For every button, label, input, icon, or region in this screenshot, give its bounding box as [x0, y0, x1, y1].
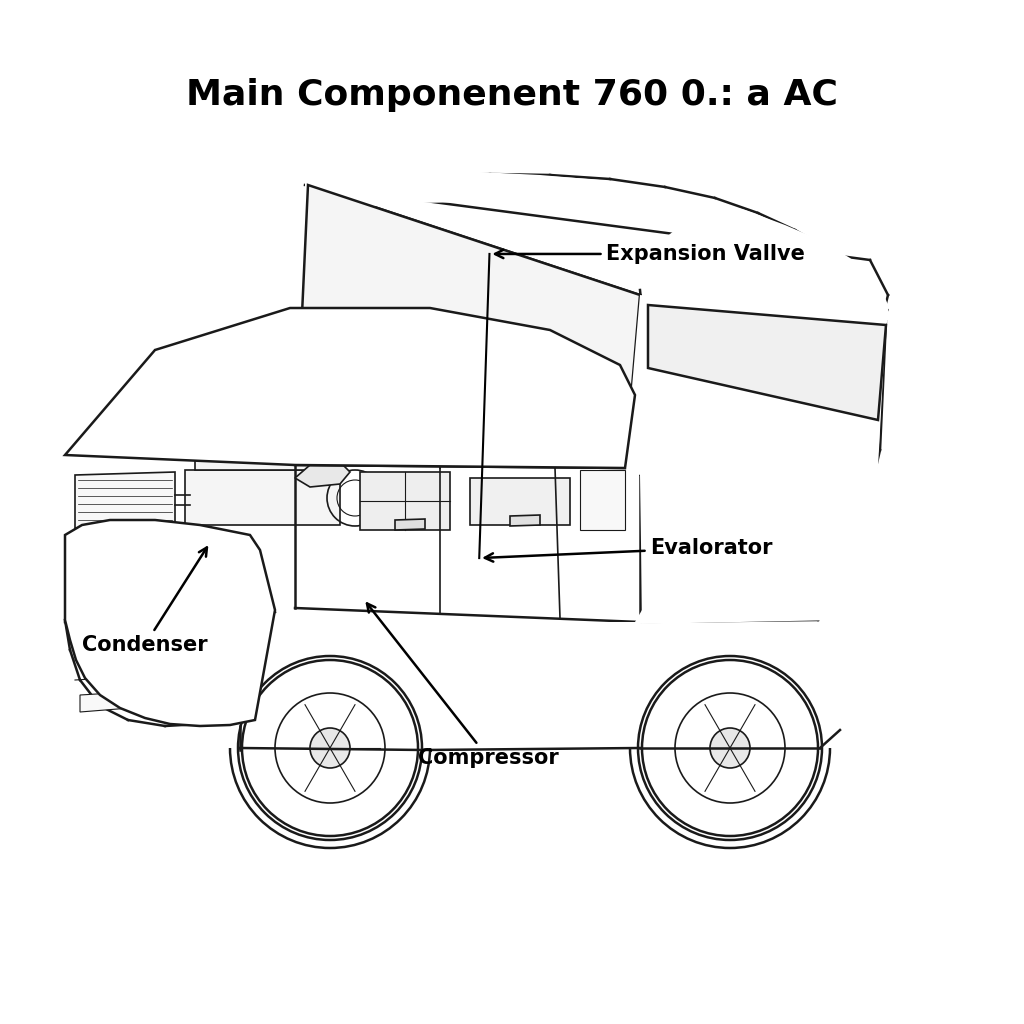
Polygon shape — [510, 515, 540, 526]
Polygon shape — [295, 185, 640, 468]
Polygon shape — [580, 470, 625, 530]
Polygon shape — [360, 472, 450, 530]
Polygon shape — [470, 478, 570, 525]
Circle shape — [710, 728, 750, 768]
Polygon shape — [80, 692, 130, 712]
Polygon shape — [75, 472, 175, 528]
Polygon shape — [68, 465, 625, 535]
Circle shape — [238, 656, 422, 840]
Circle shape — [310, 728, 350, 768]
Polygon shape — [395, 519, 425, 530]
Polygon shape — [648, 305, 886, 420]
Text: Main Componenent 760 0.: a AC: Main Componenent 760 0.: a AC — [186, 78, 838, 112]
Text: Condenser: Condenser — [82, 548, 208, 655]
Text: Expansion Vallve: Expansion Vallve — [495, 244, 805, 264]
Polygon shape — [185, 470, 340, 525]
Polygon shape — [65, 520, 275, 726]
Polygon shape — [295, 295, 886, 732]
Text: Evalorator: Evalorator — [484, 538, 773, 561]
Polygon shape — [65, 308, 635, 468]
Polygon shape — [195, 450, 319, 470]
Text: Compressor: Compressor — [367, 603, 558, 768]
Circle shape — [638, 656, 822, 840]
Polygon shape — [295, 462, 350, 487]
Polygon shape — [305, 172, 888, 368]
Polygon shape — [75, 618, 148, 648]
